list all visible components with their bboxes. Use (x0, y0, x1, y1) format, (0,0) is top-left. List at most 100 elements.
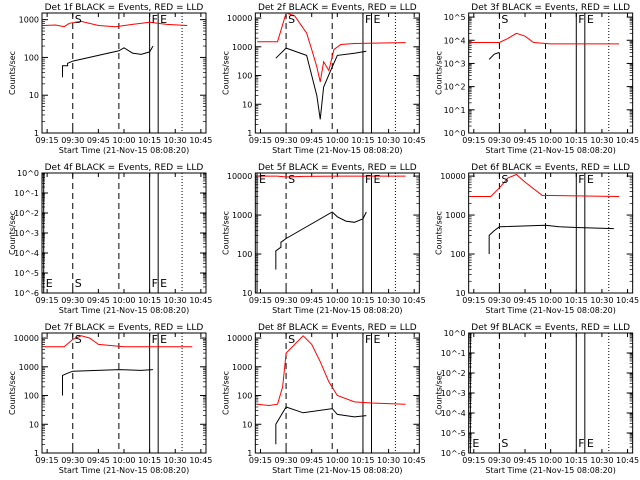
x-tick-label: 09:45 (514, 456, 537, 465)
panel-title: Det 3f BLACK = Events, RED = LLD (471, 3, 630, 13)
events-series-line (62, 45, 154, 78)
x-tick-label: 09:15 (249, 136, 272, 145)
x-tick-label: 10:30 (164, 296, 187, 305)
x-tick-label: 10:45 (403, 136, 426, 145)
data-layer (469, 333, 610, 453)
x-tick-label: 09:30 (275, 296, 298, 305)
x-tick-label: 10:30 (590, 456, 613, 465)
x-axis-label: Start Time (21-Nov-15 08:08:20) (485, 146, 615, 155)
x-tick-label: 09:30 (488, 456, 511, 465)
marker-label: F (365, 13, 371, 26)
plot-frame (254, 332, 420, 454)
panel-title: Det 4f BLACK = Events, RED = LLD (45, 163, 204, 173)
events-series-line (275, 211, 367, 270)
plot-frame (468, 332, 634, 454)
x-tick-label: 10:30 (164, 456, 187, 465)
events-series-line (275, 47, 367, 120)
x-tick-label: 09:45 (87, 136, 110, 145)
marker-label: E (160, 277, 167, 290)
x-tick-label: 10:30 (377, 136, 400, 145)
y-tick-label: 1 (247, 449, 252, 458)
y-tick-label: 10000 (227, 172, 252, 181)
y-tick-label: 10^4 (444, 36, 466, 45)
data-layer (43, 173, 183, 293)
x-tick-label: 10:00 (326, 456, 349, 465)
marker-label: F (365, 333, 371, 346)
marker-label: E (373, 13, 380, 26)
data-layer (43, 13, 188, 133)
lld-series-line (470, 32, 619, 45)
y-tick-label: 10000 (440, 172, 465, 181)
y-tick-label: 10000 (227, 14, 252, 23)
plot-frame (468, 12, 634, 134)
plot-frame (254, 172, 420, 294)
x-tick-label: 10:45 (403, 456, 426, 465)
x-tick-label: 09:15 (462, 136, 485, 145)
y-axis-label: Counts/sec (8, 371, 17, 415)
plot-frame (41, 332, 207, 454)
y-tick-label: 1000 (19, 16, 39, 25)
y-tick-label: 100 (237, 250, 252, 259)
x-axis-label: Start Time (21-Nov-15 08:08:20) (272, 306, 402, 315)
x-tick-label: 09:45 (514, 296, 537, 305)
marker-label: E (373, 173, 380, 186)
marker-label: E (587, 13, 594, 26)
plot-frame (41, 172, 207, 294)
x-tick-label: 10:30 (590, 296, 613, 305)
x-tick-label: 09:45 (300, 296, 323, 305)
marker-label: S (501, 437, 508, 450)
y-tick-label: 10 (242, 100, 252, 109)
x-tick-label: 10:15 (565, 456, 588, 465)
panel-title: Det 2f BLACK = Events, RED = LLD (258, 3, 417, 13)
marker-label: F (152, 277, 158, 290)
y-tick-label: 10^-4 (14, 249, 39, 258)
x-axis-label: Start Time (21-Nov-15 08:08:20) (59, 306, 189, 315)
x-tick-label: 10:45 (189, 136, 212, 145)
y-tick-label: 10^-1 (441, 349, 466, 358)
marker-label: F (578, 173, 584, 186)
y-tick-label: 10 (29, 91, 39, 100)
data-layer (256, 173, 406, 293)
lld-series-line (470, 173, 619, 197)
marker-label: S (288, 13, 295, 26)
y-tick-label: 10 (455, 289, 465, 298)
panel-title: Det 8f BLACK = Events, RED = LLD (258, 323, 417, 333)
y-tick-label: 1000 (19, 363, 39, 372)
marker-label: E (160, 333, 167, 346)
marker-label: F (578, 13, 584, 26)
y-tick-label: 1000 (445, 211, 465, 220)
plot-frame (254, 12, 420, 134)
x-tick-label: 10:00 (112, 296, 135, 305)
lld-series-line (43, 20, 188, 28)
x-tick-label: 10:00 (326, 136, 349, 145)
y-tick-label: 100 (450, 250, 465, 259)
lld-series-line (256, 335, 406, 407)
x-tick-label: 09:15 (36, 136, 59, 145)
x-tick-label: 10:30 (377, 456, 400, 465)
y-tick-label: 1 (34, 449, 39, 458)
x-tick-label: 09:15 (462, 296, 485, 305)
x-tick-label: 09:30 (488, 296, 511, 305)
y-axis-label: Counts/sec (435, 51, 444, 95)
marker-label: E (587, 173, 594, 186)
events-series-line (488, 224, 614, 254)
y-axis-label: Counts/sec (221, 211, 230, 255)
x-tick-label: 10:00 (112, 136, 135, 145)
marker-label: E (373, 333, 380, 346)
x-tick-label: 09:30 (488, 136, 511, 145)
y-tick-label: 1 (247, 129, 252, 138)
x-tick-label: 09:30 (61, 296, 84, 305)
x-tick-label: 09:45 (300, 136, 323, 145)
x-tick-label: 10:45 (189, 456, 212, 465)
marker-label: F (365, 173, 371, 186)
marker-label: E (587, 437, 594, 450)
y-tick-label: 10^-6 (14, 289, 39, 298)
data-layer (257, 13, 406, 133)
x-tick-label: 09:45 (87, 456, 110, 465)
x-tick-label: 09:15 (36, 296, 59, 305)
x-axis-label: Start Time (21-Nov-15 08:08:20) (485, 306, 615, 315)
x-axis-label: Start Time (21-Nov-15 08:08:20) (272, 466, 402, 475)
events-series-line (488, 51, 500, 60)
